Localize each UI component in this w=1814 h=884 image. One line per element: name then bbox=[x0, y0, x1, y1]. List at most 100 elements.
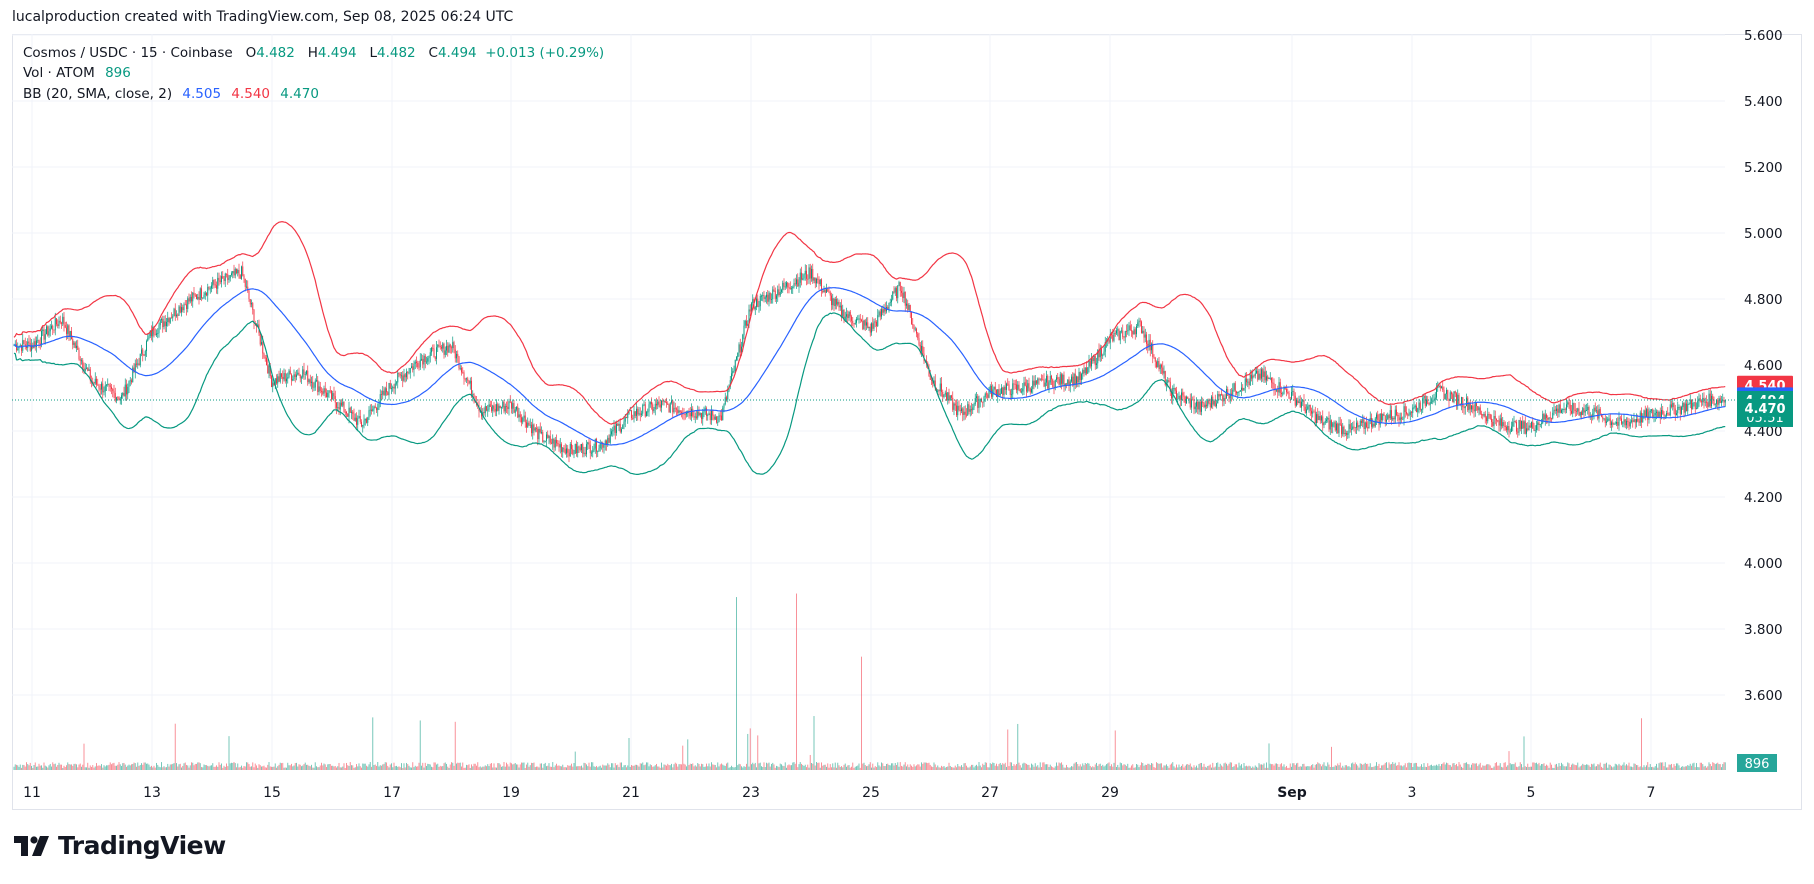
candle-body bbox=[1523, 421, 1525, 429]
volume-bar bbox=[964, 762, 966, 770]
candle-body bbox=[1271, 377, 1272, 383]
volume-bar bbox=[106, 765, 107, 770]
candle-body bbox=[1013, 383, 1015, 385]
candle-body bbox=[1028, 383, 1030, 389]
volume-bar bbox=[1087, 762, 1089, 770]
candle-body bbox=[526, 422, 527, 428]
candle-body bbox=[1689, 399, 1691, 405]
volume-bar bbox=[1366, 763, 1367, 770]
candle-body bbox=[437, 344, 439, 348]
candle-body bbox=[578, 446, 580, 448]
candle-body bbox=[171, 317, 172, 319]
volume-bar bbox=[669, 765, 671, 770]
candle-body bbox=[1036, 380, 1037, 384]
candle-body bbox=[428, 355, 430, 359]
volume-bar bbox=[548, 763, 550, 770]
volume-bar bbox=[1624, 765, 1626, 770]
candle-body bbox=[419, 359, 421, 368]
candle-body bbox=[323, 388, 325, 394]
volume-bar bbox=[982, 763, 984, 770]
candle-body bbox=[841, 305, 842, 317]
candle-body bbox=[1362, 419, 1364, 423]
candle-body bbox=[212, 280, 214, 286]
legend-bb-label[interactable]: BB (20, SMA, close, 2) bbox=[23, 86, 173, 102]
volume-bar bbox=[1229, 762, 1231, 770]
volume-bar bbox=[727, 762, 729, 770]
volume-bar bbox=[1146, 764, 1147, 770]
volume-bar bbox=[1338, 765, 1340, 770]
candle-body bbox=[1277, 389, 1279, 393]
candle-body bbox=[1132, 331, 1134, 335]
volume-bar bbox=[322, 765, 324, 770]
volume-bar bbox=[1029, 767, 1031, 770]
candle-body bbox=[644, 404, 646, 417]
volume-bar bbox=[968, 767, 970, 770]
candle-body bbox=[876, 321, 877, 326]
volume-bar bbox=[1529, 766, 1531, 770]
candle-body bbox=[1202, 401, 1204, 404]
volume-bar bbox=[1522, 767, 1524, 770]
candle-body bbox=[909, 305, 911, 312]
volume-bar bbox=[954, 765, 956, 770]
volume-bar bbox=[1246, 765, 1247, 770]
candle-body bbox=[268, 365, 270, 374]
candle-body bbox=[1356, 422, 1357, 428]
volume-bar bbox=[821, 762, 822, 770]
candle-body bbox=[1376, 414, 1377, 419]
candle-body bbox=[1188, 398, 1190, 400]
candle-body bbox=[844, 316, 846, 321]
candle-body bbox=[686, 413, 687, 415]
candle-body bbox=[991, 385, 992, 397]
candle-body bbox=[1556, 408, 1557, 411]
candle-body bbox=[264, 357, 266, 359]
candle-body bbox=[1009, 390, 1011, 395]
volume-bar bbox=[244, 766, 246, 770]
volume-bar bbox=[1312, 764, 1314, 770]
candle-body bbox=[1457, 394, 1459, 406]
tradingview-logo[interactable]: TradingView bbox=[14, 831, 226, 860]
candle-body bbox=[749, 309, 751, 312]
candle-body bbox=[273, 382, 275, 385]
candle-body bbox=[136, 363, 137, 365]
candle-body bbox=[202, 297, 204, 299]
candle-body bbox=[572, 449, 574, 454]
volume-bar bbox=[1616, 764, 1617, 770]
legend-symbol[interactable]: Cosmos / USDC · 15 · Coinbase bbox=[23, 45, 233, 61]
legend-volume-label[interactable]: Vol · ATOM bbox=[23, 65, 95, 81]
candle-body bbox=[1402, 418, 1404, 420]
volume-bar bbox=[1343, 767, 1345, 770]
x-tick-label: 19 bbox=[502, 785, 520, 801]
volume-bar bbox=[1552, 767, 1554, 770]
candle-body bbox=[893, 291, 895, 293]
candle-body bbox=[797, 279, 799, 287]
candle-body bbox=[446, 345, 447, 351]
candle-body bbox=[632, 417, 634, 419]
volume-bar bbox=[1019, 765, 1021, 770]
volume-bar bbox=[799, 762, 801, 770]
candle-body bbox=[766, 294, 767, 298]
candle-body bbox=[661, 400, 662, 408]
candle-body bbox=[1508, 426, 1510, 432]
legend-open-label: O bbox=[245, 45, 257, 61]
candle-body bbox=[1643, 410, 1645, 416]
volume-bar bbox=[481, 767, 482, 770]
volume-bar bbox=[984, 762, 986, 770]
volume-bar bbox=[631, 765, 632, 770]
volume-bar bbox=[1211, 767, 1212, 770]
candle-body bbox=[306, 370, 307, 375]
candle-body bbox=[88, 369, 90, 371]
volume-bar bbox=[356, 764, 357, 770]
volume-bar bbox=[721, 763, 722, 770]
bb-basis-line bbox=[13, 287, 1726, 446]
volume-bar bbox=[1537, 764, 1539, 770]
candle-body bbox=[279, 373, 281, 382]
candle-body bbox=[48, 331, 50, 336]
candle-body bbox=[274, 378, 276, 385]
candle-body bbox=[1701, 401, 1702, 403]
volume-bar bbox=[1509, 763, 1511, 770]
volume-bar bbox=[334, 766, 336, 770]
candle-body bbox=[472, 394, 474, 395]
candle-body bbox=[1487, 414, 1489, 422]
candle-body bbox=[1447, 390, 1449, 399]
